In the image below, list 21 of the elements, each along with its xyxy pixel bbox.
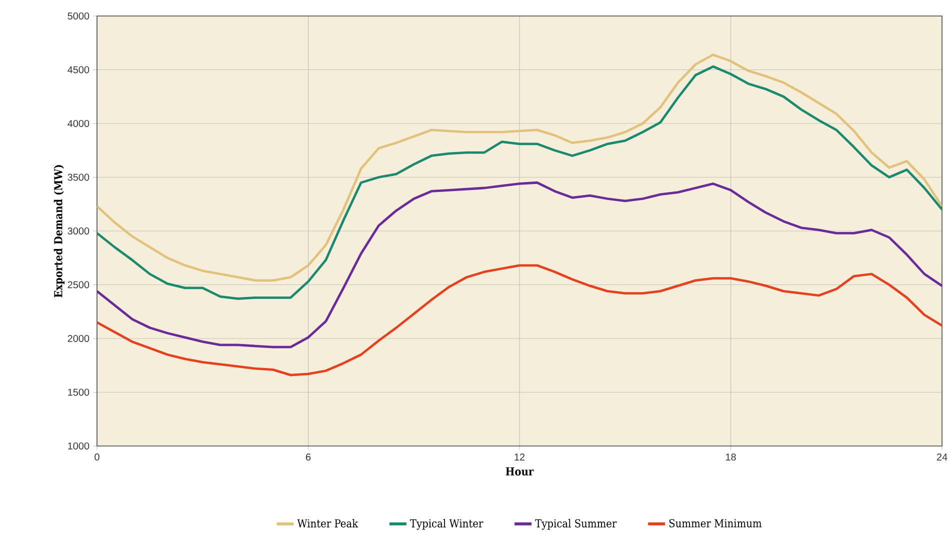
y-tick-label: 2500 (68, 281, 90, 288)
y-tick-label: 5000 (68, 12, 90, 20)
legend-label: Typical Winter (410, 518, 484, 530)
legend-label: Winter Peak (297, 518, 358, 528)
y-tick-label: 2000 (68, 334, 90, 342)
y-axis-title: Exported Demand (MW) (54, 165, 64, 298)
y-tick-label: 3500 (68, 174, 90, 181)
y-tick-label: 1000 (68, 442, 90, 450)
x-axis-title: Hour (506, 467, 534, 476)
legend-label: Summer Minimum (669, 519, 762, 528)
x-tick-label: 12 (514, 454, 525, 460)
y-tick-label: 4000 (68, 120, 90, 128)
y-tick-label: 3000 (68, 227, 90, 235)
y-tick-label: 1500 (68, 388, 90, 396)
x-tick-label: 18 (726, 454, 736, 461)
line-series (97, 264, 942, 376)
x-tick-label: 0 (94, 454, 100, 461)
y-tick-label: 4500 (68, 66, 90, 74)
x-tick-label: 24 (936, 454, 948, 460)
legend-label: Typical Summer (535, 518, 617, 530)
x-tick-label: 6 (306, 454, 311, 461)
